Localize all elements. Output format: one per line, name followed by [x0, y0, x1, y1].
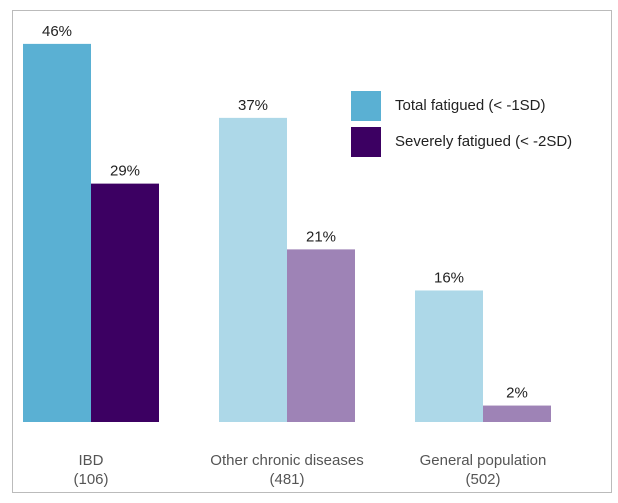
bar [483, 405, 551, 422]
x-tick-label: (502) [465, 471, 500, 488]
data-label: 16% [434, 269, 464, 286]
bar [287, 249, 355, 422]
legend-swatch [351, 91, 381, 121]
x-tick-label: General population [420, 452, 547, 469]
data-label: 29% [110, 163, 140, 180]
legend-label: Severely fatigued (< -2SD) [395, 133, 572, 150]
x-tick-label: (106) [73, 471, 108, 488]
bar [23, 43, 91, 422]
bar [91, 183, 159, 422]
data-label: 46% [42, 23, 72, 40]
x-tick-label: Other chronic diseases [210, 452, 363, 469]
legend-swatch [351, 127, 381, 157]
legend-label: Total fatigued (< -1SD) [395, 97, 546, 114]
data-label: 2% [506, 385, 528, 402]
data-label: 21% [306, 228, 336, 245]
bar [415, 290, 483, 422]
data-label: 37% [238, 97, 268, 114]
x-tick-label: IBD [78, 452, 103, 469]
bar [219, 117, 287, 423]
x-tick-label: (481) [269, 471, 304, 488]
